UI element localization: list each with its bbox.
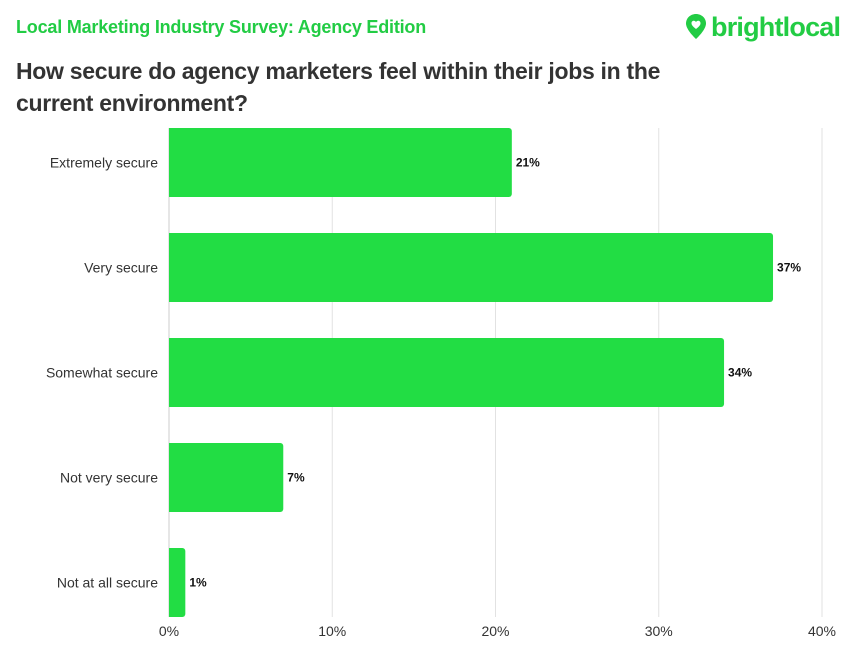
- bar: [169, 233, 774, 302]
- category-label: Not very secure: [60, 470, 158, 486]
- logo-wordmark: brightlocal: [711, 12, 841, 42]
- x-tick-label: 10%: [318, 623, 346, 639]
- bar-base: [169, 128, 173, 197]
- value-label: 37%: [777, 261, 801, 275]
- category-label: Extremely secure: [50, 155, 158, 171]
- x-tick-label: 30%: [645, 623, 673, 639]
- x-tick-label: 0%: [159, 623, 179, 639]
- chart-question: How secure do agency marketers feel with…: [16, 58, 661, 116]
- bar-base: [169, 443, 173, 512]
- value-label: 34%: [728, 366, 752, 380]
- map-pin-heart-icon: [686, 14, 706, 39]
- bar: [169, 548, 186, 617]
- value-label: 21%: [516, 156, 540, 170]
- value-label: 7%: [287, 471, 305, 485]
- category-label: Very secure: [84, 260, 158, 276]
- bar: [169, 128, 512, 197]
- survey-title: Local Marketing Industry Survey: Agency …: [16, 17, 427, 37]
- x-tick-label: 20%: [481, 623, 509, 639]
- labels: 0% 10% 20% 30% 40% Extremely secure 21% Very se…: [46, 155, 836, 640]
- brightlocal-logo: brightlocal: [684, 12, 841, 42]
- value-label: 1%: [189, 576, 207, 590]
- bar-base: [169, 338, 173, 407]
- category-label: Somewhat secure: [46, 365, 158, 381]
- bars: [169, 128, 774, 617]
- x-tick-label: 40%: [808, 623, 836, 639]
- category-label: Not at all secure: [57, 575, 158, 591]
- bar: [169, 443, 284, 512]
- bar-base: [169, 233, 173, 302]
- bar: [169, 338, 725, 407]
- bar-base: [169, 548, 173, 617]
